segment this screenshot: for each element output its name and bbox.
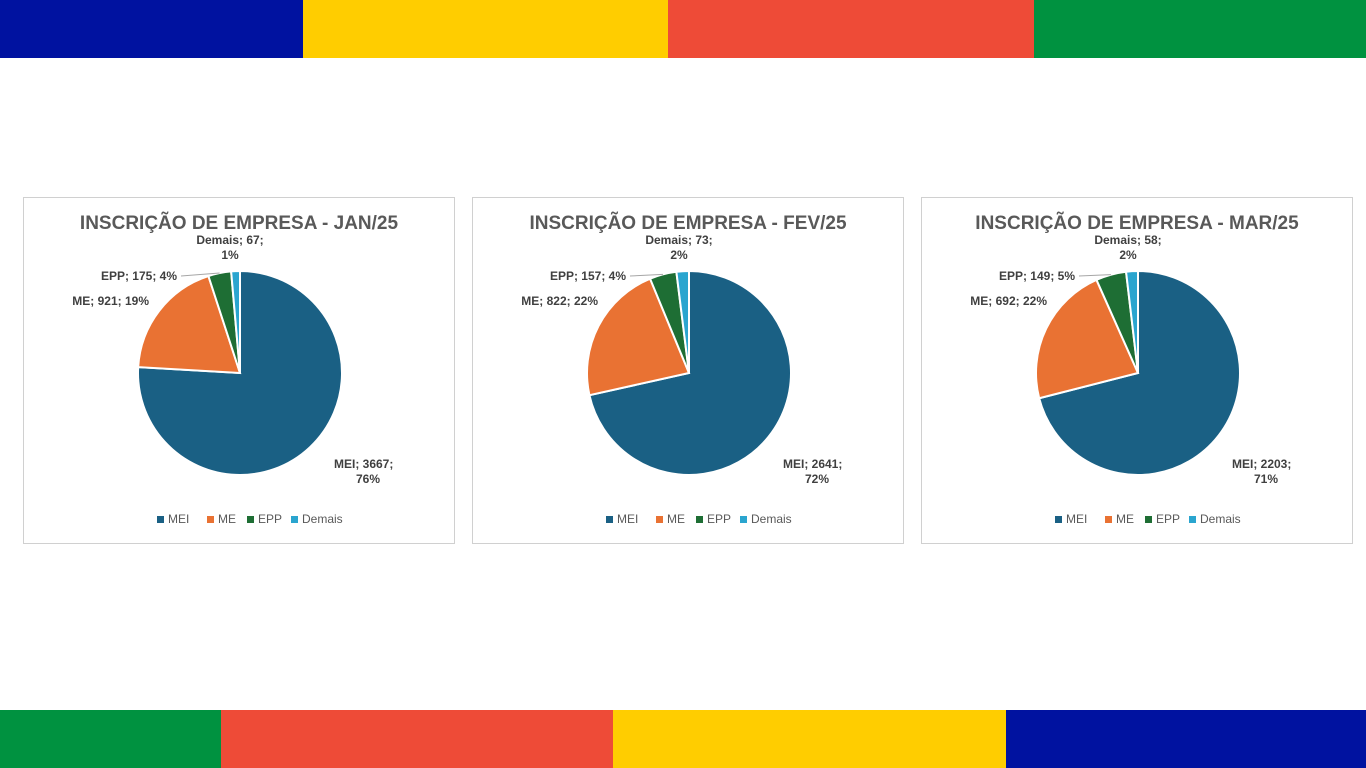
legend-swatch-mei <box>1055 516 1062 523</box>
legend-label-me: ME <box>667 512 685 526</box>
band-segment-green <box>0 710 221 768</box>
legend-swatch-demais <box>740 516 747 523</box>
chart-title: INSCRIÇÃO DE EMPRESA - FEV/25 <box>529 212 847 234</box>
band-segment-yellow <box>613 710 1006 768</box>
data-label-line: 1% <box>221 248 239 262</box>
pie-chart-mar: INSCRIÇÃO DE EMPRESA - MAR/25 MEI; 2203;… <box>921 197 1353 544</box>
data-label-line: MEI; 2641; <box>783 457 842 471</box>
data-label-line: Demais; 67; <box>196 233 263 247</box>
band-segment-yellow <box>303 0 668 58</box>
data-label-line: MEI; 2203; <box>1232 457 1291 471</box>
legend-label-epp: EPP <box>707 512 731 526</box>
data-label-line: 72% <box>805 472 829 486</box>
legend-swatch-epp <box>1145 516 1152 523</box>
legend-label-me: ME <box>218 512 236 526</box>
chart-legend: MEI ME EPP Demais <box>1055 512 1241 526</box>
data-label-line: Demais; 58; <box>1094 233 1161 247</box>
legend-swatch-epp <box>247 516 254 523</box>
pie-slices <box>1035 269 1241 476</box>
data-label-mei: MEI; 2641; 72% <box>783 457 842 486</box>
leader-line <box>180 272 220 277</box>
legend-swatch-me <box>207 516 214 523</box>
legend-label-demais: Demais <box>1200 512 1241 526</box>
data-label-demais: Demais; 67; 1% <box>196 233 263 262</box>
data-label-line: 2% <box>1119 248 1137 262</box>
pie-slice-me <box>586 277 691 397</box>
legend-label-mei: MEI <box>168 512 189 526</box>
data-label-line: 76% <box>356 472 380 486</box>
data-label-line: ME; 921; 19% <box>72 294 149 308</box>
data-label-me: ME; 692; 22% <box>970 294 1047 308</box>
data-label-line: EPP; 175; 4% <box>101 269 177 283</box>
legend-label-demais: Demais <box>751 512 792 526</box>
pie-slice-me <box>1035 278 1140 400</box>
data-label-line: EPP; 149; 5% <box>999 269 1075 283</box>
pie-slices <box>137 269 343 476</box>
band-segment-red <box>221 710 613 768</box>
data-label-line: ME; 822; 22% <box>521 294 598 308</box>
data-label-line: EPP; 157; 4% <box>550 269 626 283</box>
band-segment-blue <box>1006 710 1366 768</box>
data-label-me: ME; 921; 19% <box>72 294 149 308</box>
data-label-line: ME; 692; 22% <box>970 294 1047 308</box>
legend-label-me: ME <box>1116 512 1134 526</box>
pie-slice-demais <box>230 269 241 374</box>
pie-chart-jan-svg: INSCRIÇÃO DE EMPRESA - JAN/25 MEI; 3667;… <box>72 212 399 526</box>
pie-chart-fev-svg: INSCRIÇÃO DE EMPRESA - FEV/25 MEI; 2641;… <box>521 212 847 526</box>
chart-legend: MEI ME EPP Demais <box>157 512 343 526</box>
legend-label-epp: EPP <box>1156 512 1180 526</box>
data-label-epp: EPP; 149; 5% <box>999 269 1075 283</box>
legend-label-demais: Demais <box>302 512 343 526</box>
legend-label-mei: MEI <box>617 512 638 526</box>
leader-line <box>1078 274 1111 277</box>
legend-swatch-demais <box>1189 516 1196 523</box>
chart-title: INSCRIÇÃO DE EMPRESA - MAR/25 <box>975 212 1299 234</box>
pie-slice-mei <box>1037 269 1241 476</box>
pie-chart-mar-svg: INSCRIÇÃO DE EMPRESA - MAR/25 MEI; 2203;… <box>970 212 1299 526</box>
data-label-line: MEI; 3667; <box>334 457 393 471</box>
data-label-line: 2% <box>670 248 688 262</box>
legend-swatch-mei <box>606 516 613 523</box>
chart-legend: MEI ME EPP Demais <box>606 512 792 526</box>
legend-label-mei: MEI <box>1066 512 1087 526</box>
band-segment-red <box>668 0 1034 58</box>
data-label-epp: EPP; 175; 4% <box>101 269 177 283</box>
pie-slices <box>586 269 792 476</box>
pie-slice-demais <box>1124 269 1139 374</box>
data-label-epp: EPP; 157; 4% <box>550 269 626 283</box>
legend-swatch-me <box>656 516 663 523</box>
band-segment-green <box>1034 0 1366 58</box>
legend-swatch-epp <box>696 516 703 523</box>
top-color-band <box>0 0 1366 58</box>
legend-swatch-demais <box>291 516 298 523</box>
bottom-color-band <box>0 710 1366 768</box>
chart-title: INSCRIÇÃO DE EMPRESA - JAN/25 <box>80 212 399 234</box>
data-label-mei: MEI; 2203; 71% <box>1232 457 1291 486</box>
legend-swatch-me <box>1105 516 1112 523</box>
leader-line <box>629 273 664 277</box>
pie-chart-fev: INSCRIÇÃO DE EMPRESA - FEV/25 MEI; 2641;… <box>472 197 904 544</box>
pie-slice-mei <box>588 269 792 476</box>
legend-label-epp: EPP <box>258 512 282 526</box>
pie-chart-jan: INSCRIÇÃO DE EMPRESA - JAN/25 MEI; 3667;… <box>23 197 455 544</box>
legend-swatch-mei <box>157 516 164 523</box>
band-segment-blue <box>0 0 303 58</box>
data-label-line: Demais; 73; <box>645 233 712 247</box>
data-label-mei: MEI; 3667; 76% <box>334 457 393 486</box>
data-label-demais: Demais; 58; 2% <box>1094 233 1161 262</box>
pie-slice-demais <box>675 269 690 374</box>
data-label-demais: Demais; 73; 2% <box>645 233 712 262</box>
data-label-me: ME; 822; 22% <box>521 294 598 308</box>
pie-slice-me <box>137 274 242 375</box>
data-label-line: 71% <box>1254 472 1278 486</box>
